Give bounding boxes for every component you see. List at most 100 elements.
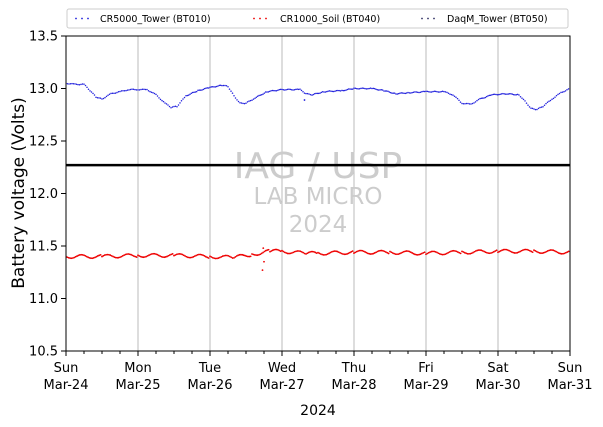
data-point bbox=[519, 250, 522, 253]
data-point bbox=[190, 92, 193, 94]
data-point bbox=[76, 255, 78, 257]
data-point bbox=[508, 249, 510, 252]
data-point bbox=[319, 253, 322, 255]
data-point bbox=[210, 86, 213, 88]
data-point bbox=[226, 254, 228, 257]
data-point bbox=[288, 88, 290, 90]
data-point bbox=[511, 93, 514, 95]
data-point bbox=[292, 89, 294, 91]
data-point bbox=[155, 253, 157, 256]
data-point bbox=[124, 253, 127, 256]
data-point bbox=[365, 88, 368, 90]
data-point bbox=[492, 93, 495, 96]
data-point bbox=[164, 102, 166, 104]
x-axis-label: 2024 bbox=[300, 403, 336, 419]
data-point bbox=[554, 96, 556, 98]
x-tick-date: Mar-24 bbox=[44, 378, 89, 393]
data-point bbox=[502, 92, 504, 95]
data-point bbox=[174, 105, 177, 108]
data-point bbox=[540, 252, 542, 255]
data-point bbox=[102, 97, 105, 100]
y-tick-label: 10.5 bbox=[29, 345, 58, 360]
data-point bbox=[138, 255, 141, 257]
data-point bbox=[227, 85, 229, 88]
y-tick-label: 13.0 bbox=[29, 82, 58, 97]
data-point bbox=[387, 90, 389, 93]
data-point bbox=[369, 253, 372, 255]
data-point bbox=[131, 88, 133, 90]
legend: CR5000_Tower (BT010) CR1000_Soil (BT040)… bbox=[66, 8, 569, 29]
data-point bbox=[492, 250, 495, 253]
data-point bbox=[278, 249, 281, 252]
data-point bbox=[95, 255, 98, 258]
data-point bbox=[560, 91, 562, 94]
data-point bbox=[557, 93, 559, 96]
data-point bbox=[111, 92, 114, 95]
data-point bbox=[453, 95, 456, 98]
data-point bbox=[155, 93, 157, 96]
data-point bbox=[499, 249, 502, 252]
data-point bbox=[251, 253, 253, 255]
data-point bbox=[281, 249, 283, 252]
data-point bbox=[153, 252, 156, 255]
data-point bbox=[132, 255, 135, 257]
data-point bbox=[459, 101, 462, 103]
data-point bbox=[192, 255, 195, 258]
data-point bbox=[317, 251, 319, 254]
data-point bbox=[372, 87, 375, 90]
data-point bbox=[516, 93, 519, 96]
data-point bbox=[429, 91, 431, 93]
data-point bbox=[393, 92, 396, 94]
data-point bbox=[458, 251, 461, 254]
data-point bbox=[522, 249, 524, 251]
data-point bbox=[267, 91, 270, 93]
data-point bbox=[552, 97, 555, 100]
data-point bbox=[432, 250, 434, 253]
series-0 bbox=[66, 82, 570, 111]
data-point bbox=[440, 253, 443, 256]
data-point bbox=[266, 249, 269, 251]
data-point bbox=[408, 250, 411, 253]
data-point bbox=[433, 90, 436, 93]
data-point bbox=[306, 252, 309, 255]
data-point bbox=[189, 93, 191, 95]
data-point bbox=[330, 90, 332, 92]
data-point bbox=[270, 90, 272, 92]
data-point bbox=[389, 91, 392, 94]
data-point bbox=[189, 256, 192, 259]
data-point bbox=[135, 89, 138, 91]
data-point bbox=[195, 90, 198, 93]
data-point bbox=[510, 251, 513, 253]
data-point bbox=[78, 83, 81, 86]
data-point bbox=[84, 84, 87, 87]
data-point bbox=[462, 103, 465, 105]
data-point bbox=[444, 253, 447, 256]
watermark: IAG / USP LAB MICRO 2024 bbox=[234, 146, 402, 238]
data-point bbox=[353, 252, 355, 254]
data-point bbox=[197, 89, 199, 91]
data-point bbox=[461, 250, 463, 253]
data-point bbox=[163, 256, 166, 259]
data-point bbox=[468, 252, 470, 255]
data-point-outlier bbox=[261, 269, 264, 272]
legend-label-cr5000: CR5000_Tower (BT010) bbox=[100, 14, 211, 25]
data-point bbox=[515, 252, 517, 254]
data-point bbox=[400, 92, 403, 94]
data-point bbox=[358, 249, 361, 252]
data-point bbox=[214, 257, 217, 260]
data-point bbox=[332, 90, 335, 93]
data-point bbox=[436, 251, 438, 254]
data-point bbox=[364, 87, 366, 90]
data-point bbox=[198, 89, 201, 91]
data-point bbox=[378, 250, 380, 252]
data-point bbox=[126, 253, 128, 255]
data-point bbox=[484, 251, 487, 254]
data-point bbox=[296, 250, 299, 252]
data-point bbox=[500, 93, 503, 95]
data-point bbox=[515, 93, 518, 96]
data-point bbox=[167, 254, 170, 257]
data-point bbox=[429, 251, 432, 253]
data-point bbox=[430, 91, 433, 93]
data-point bbox=[339, 90, 342, 92]
data-point bbox=[474, 101, 477, 103]
